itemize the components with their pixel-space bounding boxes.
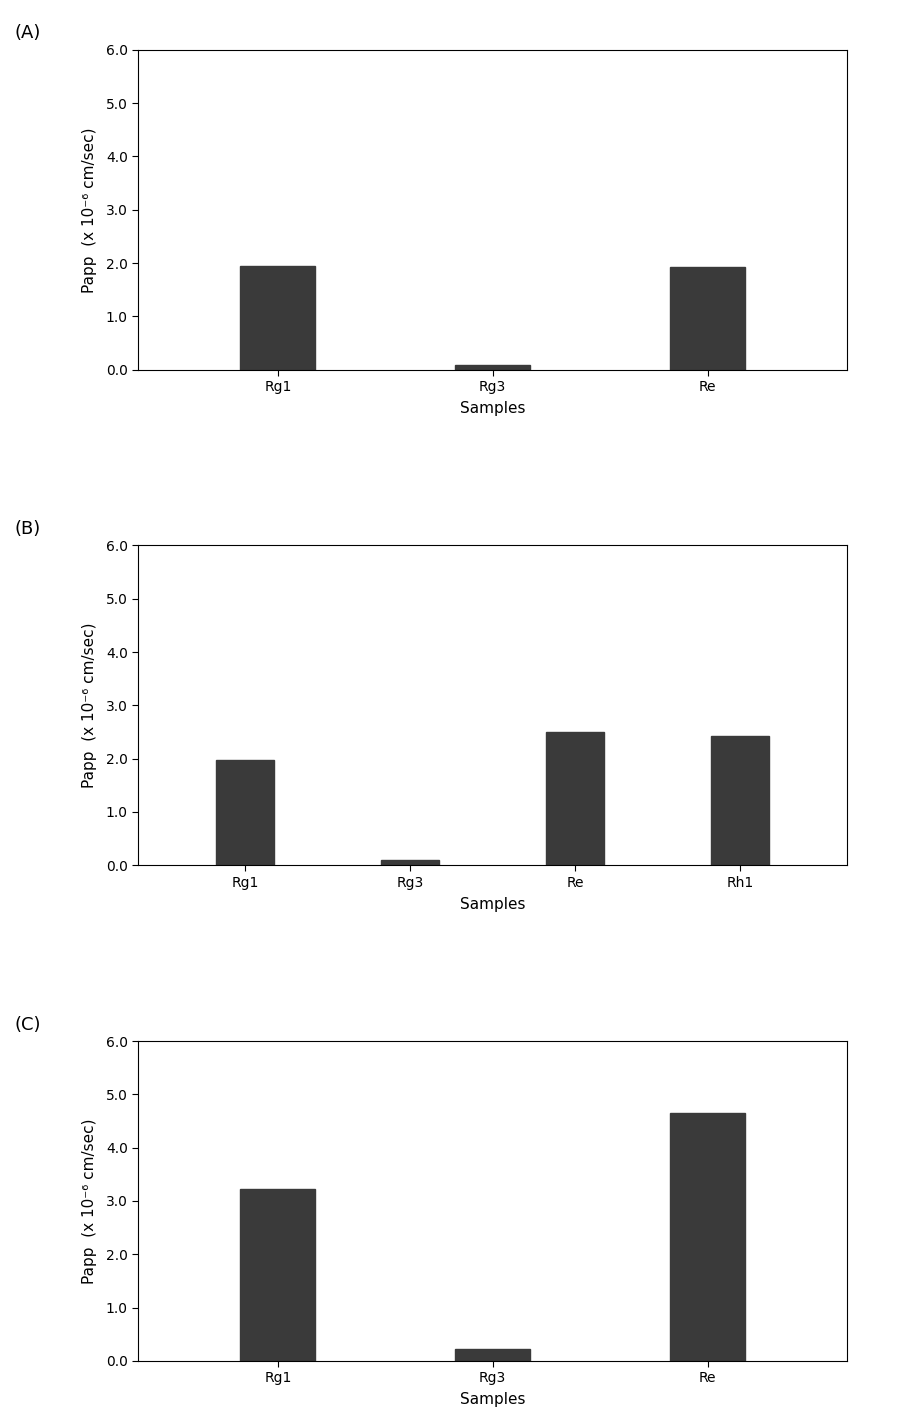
- Bar: [381, 861, 439, 865]
- Bar: [216, 761, 274, 865]
- Bar: [240, 1190, 315, 1361]
- Bar: [455, 365, 530, 369]
- Y-axis label: Papp  (x 10⁻⁶ cm/sec): Papp (x 10⁻⁶ cm/sec): [82, 1119, 98, 1284]
- Text: (C): (C): [14, 1016, 41, 1033]
- Y-axis label: Papp  (x 10⁻⁶ cm/sec): Papp (x 10⁻⁶ cm/sec): [82, 127, 98, 292]
- Bar: [240, 265, 315, 369]
- Bar: [711, 735, 769, 865]
- Bar: [546, 732, 604, 865]
- X-axis label: Samples: Samples: [460, 400, 526, 416]
- Bar: [455, 1349, 530, 1361]
- Text: (B): (B): [14, 520, 41, 537]
- X-axis label: Samples: Samples: [460, 1392, 526, 1408]
- Bar: [670, 1113, 745, 1361]
- X-axis label: Samples: Samples: [460, 896, 526, 912]
- Text: (A): (A): [14, 24, 41, 43]
- Y-axis label: Papp  (x 10⁻⁶ cm/sec): Papp (x 10⁻⁶ cm/sec): [82, 623, 98, 788]
- Bar: [670, 266, 745, 369]
